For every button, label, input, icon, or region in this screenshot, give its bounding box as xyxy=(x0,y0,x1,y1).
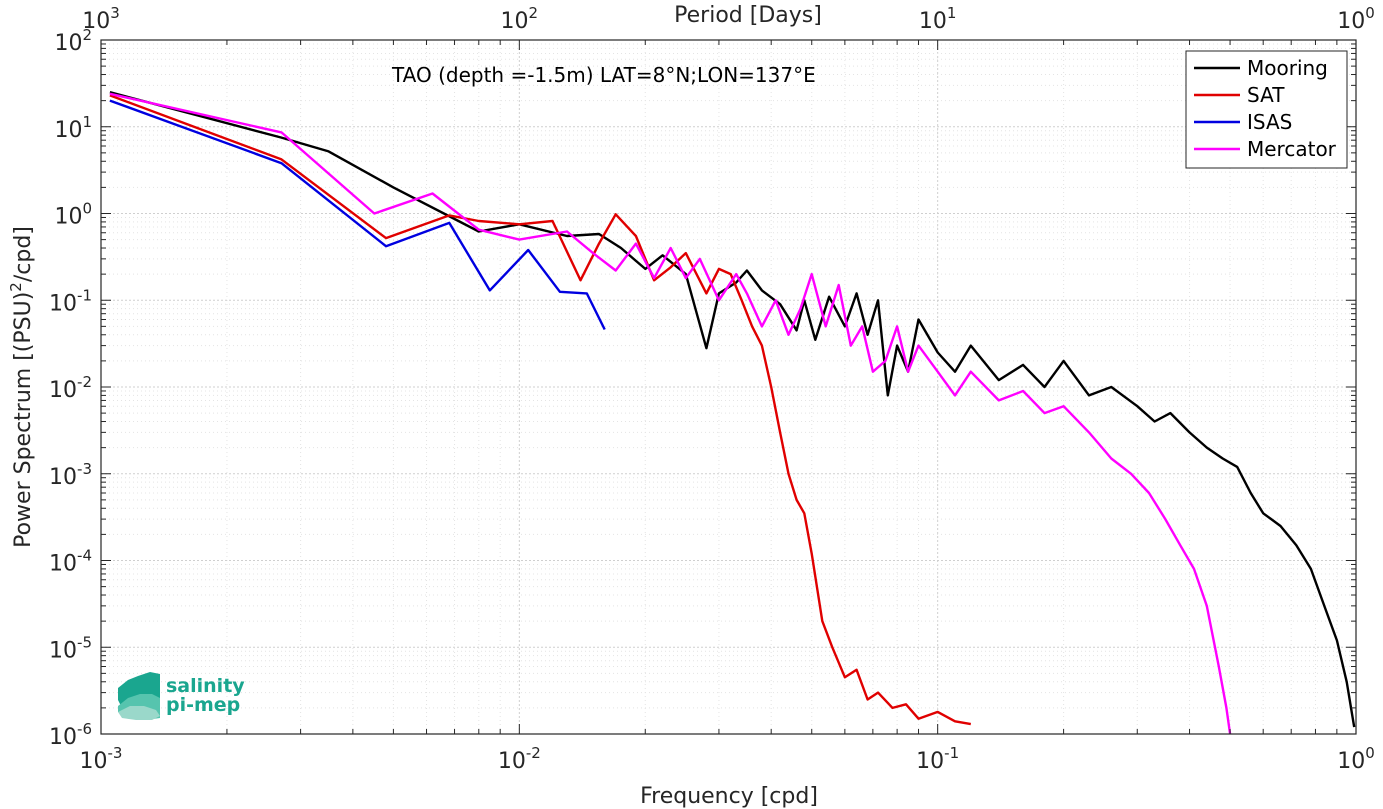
series-line-mercator xyxy=(109,92,1232,735)
y-tick-label-exponent: -5 xyxy=(77,633,92,651)
top-tick-label-exponent: 3 xyxy=(110,4,120,22)
y-tick-label: 10-6 xyxy=(49,720,92,750)
x-tick-label-exponent: -2 xyxy=(526,744,541,762)
x-tick-label-base: 10 xyxy=(1337,749,1365,774)
y-tick-label-exponent: 0 xyxy=(82,200,92,218)
logo-mark-icon xyxy=(118,672,160,720)
y-tick-label: 10-4 xyxy=(49,547,92,577)
y-tick-label-exponent: -6 xyxy=(77,720,92,738)
series-line-isas xyxy=(109,99,606,331)
y-tick-label-base: 10 xyxy=(49,638,77,663)
x-tick-label-base: 10 xyxy=(916,749,944,774)
legend: Mooring SAT ISAS Mercator xyxy=(1185,50,1348,169)
y-axis-label-superscript: 2 xyxy=(7,282,25,292)
top-tick-label: 101 xyxy=(919,4,957,34)
y-tick-label: 100 xyxy=(54,200,92,230)
y-tick-label-base: 10 xyxy=(54,31,82,56)
y-tick-label: 101 xyxy=(54,113,92,143)
x-tick-label-base: 10 xyxy=(498,749,526,774)
y-tick-label-exponent: -1 xyxy=(77,286,92,304)
y-tick-label-exponent: 1 xyxy=(82,113,92,131)
x-tick-label: 10-1 xyxy=(916,744,959,774)
series-line-mooring xyxy=(109,91,1356,728)
y-tick-label-exponent: -2 xyxy=(77,373,92,391)
y-tick-label-base: 10 xyxy=(49,552,77,577)
y-axis-label-tail: /cpd] xyxy=(11,226,36,282)
x-tick-label-exponent: 0 xyxy=(1365,744,1375,762)
y-tick-label: 10-3 xyxy=(49,460,92,490)
logo-line1: salinity xyxy=(166,675,245,697)
y-tick-label: 10-1 xyxy=(49,286,92,316)
chart-annotation: TAO (depth =-1.5m) LAT=8°N;LON=137°E xyxy=(391,63,816,87)
axis-ticks xyxy=(100,39,1357,735)
salinity-pi-mep-logo: salinity pi-mep xyxy=(118,672,245,720)
y-tick-label: 10-2 xyxy=(49,373,92,403)
x-tick-label-exponent: -3 xyxy=(108,744,123,762)
x-tick-label: 100 xyxy=(1337,744,1375,774)
top-tick-label-exponent: 2 xyxy=(529,4,539,22)
legend-label-isas: ISAS xyxy=(1247,110,1292,134)
x-axis-label: Frequency [cpd] xyxy=(640,784,818,809)
top-tick-label-base: 10 xyxy=(501,9,529,34)
y-axis-label-group: Power Spectrum [(PSU)2/cpd] xyxy=(7,226,36,548)
x-tick-label-base: 10 xyxy=(80,749,108,774)
y-tick-label: 102 xyxy=(54,26,92,56)
y-tick-label-exponent: -4 xyxy=(77,547,92,565)
y-axis-label-main: Power Spectrum [(PSU) xyxy=(11,292,36,548)
series-line-sat xyxy=(109,94,972,726)
y-tick-label-exponent: -3 xyxy=(77,460,92,478)
series-layer xyxy=(109,91,1356,735)
y-tick-label-exponent: 2 xyxy=(82,26,92,44)
top-tick-label: 102 xyxy=(501,4,539,34)
x-tick-label: 10-2 xyxy=(498,744,541,774)
y-axis-label: Power Spectrum [(PSU)2/cpd] xyxy=(7,226,36,548)
top-axis-label: Period [Days] xyxy=(674,3,822,28)
top-tick-label-base: 10 xyxy=(82,9,110,34)
y-tick-label-base: 10 xyxy=(54,205,82,230)
y-tick-label-base: 10 xyxy=(49,291,77,316)
x-tick-label-exponent: -1 xyxy=(944,744,959,762)
legend-label-sat: SAT xyxy=(1247,83,1285,107)
logo-line2: pi-mep xyxy=(166,694,240,716)
top-tick-label-base: 10 xyxy=(1337,9,1365,34)
legend-label-mooring: Mooring xyxy=(1247,56,1328,80)
top-tick-label: 103 xyxy=(82,4,120,34)
y-tick-label-base: 10 xyxy=(49,378,77,403)
top-tick-label-base: 10 xyxy=(919,9,947,34)
y-tick-label: 10-5 xyxy=(49,633,92,663)
top-tick-label-exponent: 0 xyxy=(1365,4,1375,22)
top-tick-label-exponent: 1 xyxy=(947,4,957,22)
x-tick-label: 10-3 xyxy=(80,744,123,774)
y-tick-label-base: 10 xyxy=(49,465,77,490)
y-tick-label-base: 10 xyxy=(54,118,82,143)
top-tick-label: 100 xyxy=(1337,4,1375,34)
y-tick-label-base: 10 xyxy=(49,725,77,750)
legend-label-mercator: Mercator xyxy=(1247,137,1337,161)
